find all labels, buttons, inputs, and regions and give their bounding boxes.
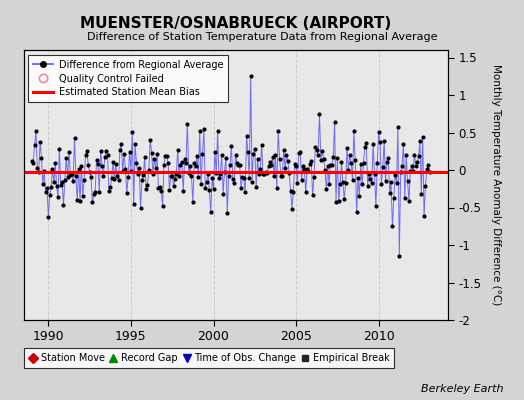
Y-axis label: Monthly Temperature Anomaly Difference (°C): Monthly Temperature Anomaly Difference (… xyxy=(491,64,501,306)
Title: MUENSTER/OSNABRUECK (AIRPORT): MUENSTER/OSNABRUECK (AIRPORT) xyxy=(80,16,391,31)
Text: Berkeley Earth: Berkeley Earth xyxy=(421,384,503,394)
Text: Difference of Station Temperature Data from Regional Average: Difference of Station Temperature Data f… xyxy=(87,32,437,42)
Legend: Station Move, Record Gap, Time of Obs. Change, Empirical Break: Station Move, Record Gap, Time of Obs. C… xyxy=(24,348,395,368)
